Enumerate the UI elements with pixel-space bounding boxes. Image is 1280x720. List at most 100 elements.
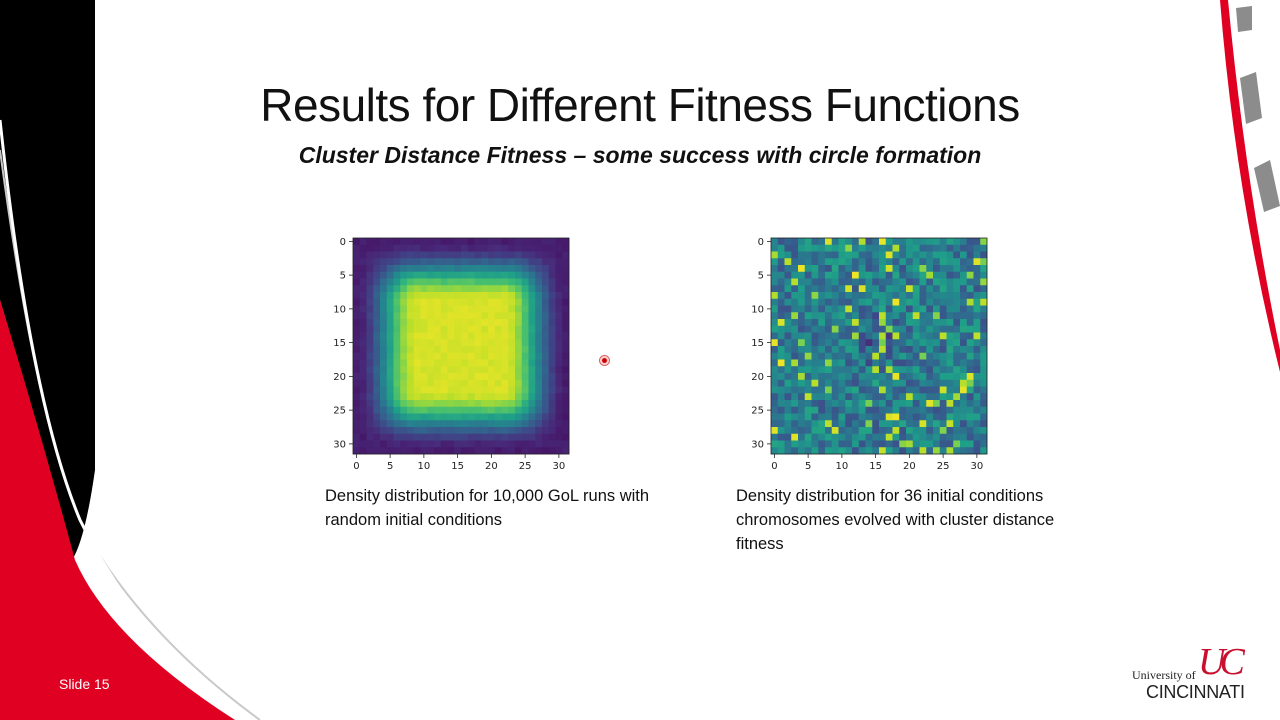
heatmap-cell xyxy=(542,406,550,414)
heatmap-cell xyxy=(885,238,893,246)
heatmap-cell xyxy=(879,258,887,266)
heatmap-cell xyxy=(548,413,556,421)
heatmap-cell xyxy=(872,346,880,354)
heatmap-cell xyxy=(400,433,408,441)
heatmap-cell xyxy=(501,440,509,448)
heatmap-cell xyxy=(899,244,907,252)
heatmap-cell xyxy=(353,265,361,273)
heatmap-cell xyxy=(440,440,448,448)
heatmap-cell xyxy=(393,386,401,394)
heatmap-cell xyxy=(528,339,536,347)
heatmap-cell xyxy=(973,346,981,354)
heatmap-cell xyxy=(413,285,421,293)
heatmap-cell xyxy=(420,339,428,347)
heatmap-cell xyxy=(831,447,839,455)
heatmap-cell xyxy=(912,366,920,374)
heatmap-cell xyxy=(926,427,934,435)
heatmap-cell xyxy=(434,285,442,293)
heatmap-cell xyxy=(946,258,954,266)
heatmap-cell xyxy=(906,258,914,266)
heatmap-cell xyxy=(366,292,374,300)
heatmap-cell xyxy=(872,440,880,448)
heatmap-cell xyxy=(771,373,779,381)
heatmap-cell xyxy=(973,244,981,252)
heatmap-cell xyxy=(380,413,388,421)
heatmap-cell xyxy=(818,373,826,381)
heatmap-cell xyxy=(555,312,563,320)
heatmap-cell xyxy=(885,420,893,428)
heatmap-cell xyxy=(919,251,927,259)
heatmap-cell xyxy=(879,373,887,381)
heatmap-cell xyxy=(488,258,496,266)
heatmap-cell xyxy=(461,285,469,293)
heatmap-cell xyxy=(420,447,428,455)
heatmap-cell xyxy=(818,278,826,286)
heatmap-cell xyxy=(420,433,428,441)
heatmap-cell xyxy=(946,251,954,259)
heatmap-cell xyxy=(461,413,469,421)
heatmap-cell xyxy=(562,265,570,273)
heatmap-cell xyxy=(359,427,367,435)
heatmap-cell xyxy=(508,406,516,414)
heatmap-cell xyxy=(899,265,907,273)
heatmap-cell xyxy=(454,386,462,394)
heatmap-cell xyxy=(427,244,435,252)
heatmap-cell xyxy=(353,305,361,313)
heatmap-cell xyxy=(879,319,887,327)
heatmap-cell xyxy=(804,420,812,428)
heatmap-cell xyxy=(353,339,361,347)
heatmap-cell xyxy=(845,339,853,347)
heatmap-cell xyxy=(467,440,475,448)
heatmap-cell xyxy=(427,440,435,448)
heatmap-cell xyxy=(912,346,920,354)
heatmap-cell xyxy=(811,278,819,286)
heatmap-cell xyxy=(481,305,489,313)
heatmap-cell xyxy=(380,406,388,414)
heatmap-cell xyxy=(919,346,927,354)
heatmap-cell xyxy=(501,359,509,367)
heatmap-cell xyxy=(838,312,846,320)
heatmap-cell xyxy=(892,271,900,279)
heatmap-cell xyxy=(400,400,408,408)
heatmap-cell xyxy=(872,433,880,441)
heatmap-cell xyxy=(838,305,846,313)
heatmap-cell xyxy=(865,406,873,414)
heatmap-cell xyxy=(845,312,853,320)
heatmap-cell xyxy=(966,393,974,401)
heatmap-cell xyxy=(501,393,509,401)
heatmap-cell xyxy=(784,400,792,408)
heatmap-cell xyxy=(461,433,469,441)
heatmap-cell xyxy=(535,400,543,408)
heatmap-cell xyxy=(939,346,947,354)
heatmap-cell xyxy=(872,305,880,313)
heatmap-cell xyxy=(555,352,563,360)
heatmap-cell xyxy=(771,292,779,300)
heatmap-cell xyxy=(906,352,914,360)
heatmap-cell xyxy=(845,352,853,360)
heatmap-cell xyxy=(353,427,361,435)
heatmap-cell xyxy=(440,379,448,387)
heatmap-cell xyxy=(474,325,482,333)
heatmap-cell xyxy=(440,285,448,293)
heatmap-cell xyxy=(427,265,435,273)
heatmap-cell xyxy=(508,447,516,455)
heatmap-cell xyxy=(474,298,482,306)
heatmap-cell xyxy=(373,332,381,340)
heatmap-cell xyxy=(488,433,496,441)
heatmap-cell xyxy=(845,271,853,279)
heatmap-cell xyxy=(535,420,543,428)
heatmap-cell xyxy=(885,258,893,266)
heatmap-cell xyxy=(838,298,846,306)
heatmap-cell xyxy=(528,251,536,259)
heatmap-cell xyxy=(386,332,394,340)
heatmap-cell xyxy=(353,400,361,408)
logo-line1: University of xyxy=(1132,668,1196,682)
heatmap-cell xyxy=(899,420,907,428)
heatmap-cell xyxy=(555,420,563,428)
heatmap-cell xyxy=(515,420,523,428)
heatmap-cell xyxy=(953,265,961,273)
heatmap-cell xyxy=(454,238,462,246)
heatmap-cell xyxy=(771,440,779,448)
heatmap-cell xyxy=(467,251,475,259)
heatmap-cell xyxy=(555,433,563,441)
